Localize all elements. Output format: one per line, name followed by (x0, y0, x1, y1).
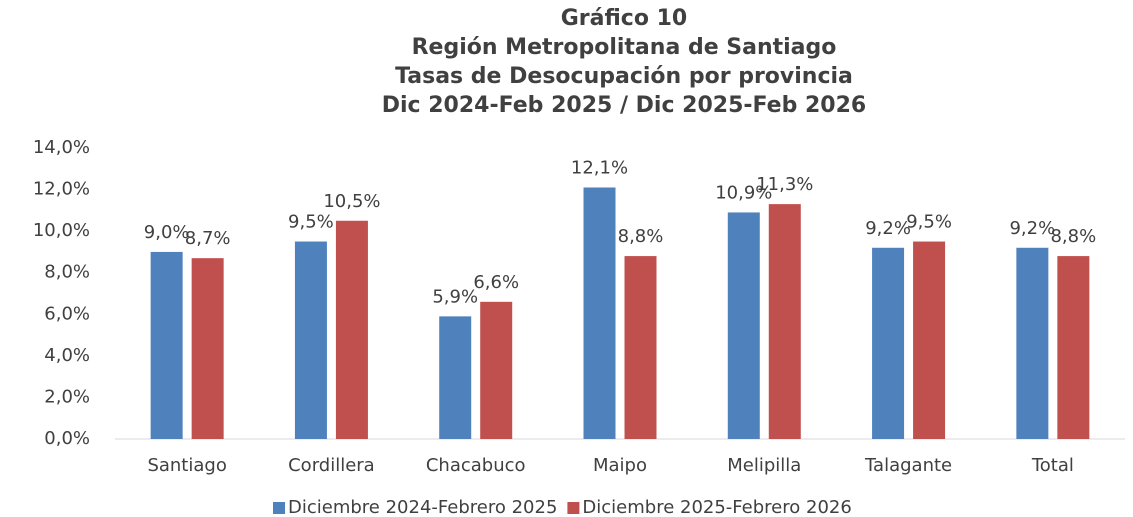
x-tick-label: Talagante (864, 455, 952, 476)
x-tick-label: Maipo (593, 455, 647, 476)
bar (150, 251, 183, 439)
bar (872, 247, 905, 439)
y-tick-label: 8,0% (44, 262, 90, 283)
x-tick-label: Santiago (147, 455, 226, 476)
bar (768, 204, 801, 439)
chart-title: Gráfico 10 (561, 6, 688, 31)
value-label: 9,5% (288, 212, 334, 233)
value-label: 8,8% (618, 226, 664, 247)
bar (480, 301, 513, 439)
value-label: 6,6% (473, 272, 519, 293)
value-label: 9,0% (144, 222, 190, 243)
bar (439, 316, 472, 439)
bar (583, 187, 616, 439)
x-tick-label: Chacabuco (426, 455, 526, 476)
y-tick-label: 2,0% (44, 386, 90, 407)
y-tick-label: 6,0% (44, 303, 90, 324)
x-tick-label: Melipilla (727, 455, 801, 476)
y-tick-label: 4,0% (44, 345, 90, 366)
legend-swatch (567, 502, 580, 514)
value-label: 11,3% (756, 174, 813, 195)
chart-title: Tasas de Desocupación por provincia (395, 64, 853, 89)
y-tick-label: 10,0% (33, 220, 90, 241)
value-label: 10,5% (323, 191, 380, 212)
bar (1016, 247, 1049, 439)
bar (913, 241, 946, 439)
x-tick-label: Total (1031, 455, 1074, 476)
legend-label: Diciembre 2024-Febrero 2025 (288, 497, 557, 517)
bar (1057, 256, 1090, 439)
legend-label: Diciembre 2025-Febrero 2026 (582, 497, 851, 517)
value-label: 8,8% (1050, 226, 1096, 247)
bar (624, 256, 657, 439)
value-label: 10,9% (715, 182, 772, 203)
legend-swatch (273, 502, 285, 514)
value-label: 8,7% (185, 228, 231, 249)
y-tick-label: 0,0% (44, 428, 90, 449)
value-label: 12,1% (571, 157, 628, 178)
chart-title: Región Metropolitana de Santiago (412, 35, 837, 60)
bar (294, 241, 327, 439)
value-label: 9,5% (906, 212, 952, 233)
bar (191, 258, 224, 439)
bar (727, 212, 760, 439)
bar (335, 220, 368, 439)
chart-title: Dic 2024-Feb 2025 / Dic 2025-Feb 2026 (382, 93, 866, 118)
value-label: 5,9% (432, 286, 478, 307)
x-tick-label: Cordillera (288, 455, 375, 476)
value-label: 9,2% (1009, 218, 1055, 239)
value-label: 9,2% (865, 218, 911, 239)
y-tick-label: 14,0% (33, 137, 90, 158)
y-tick-label: 12,0% (33, 179, 90, 200)
